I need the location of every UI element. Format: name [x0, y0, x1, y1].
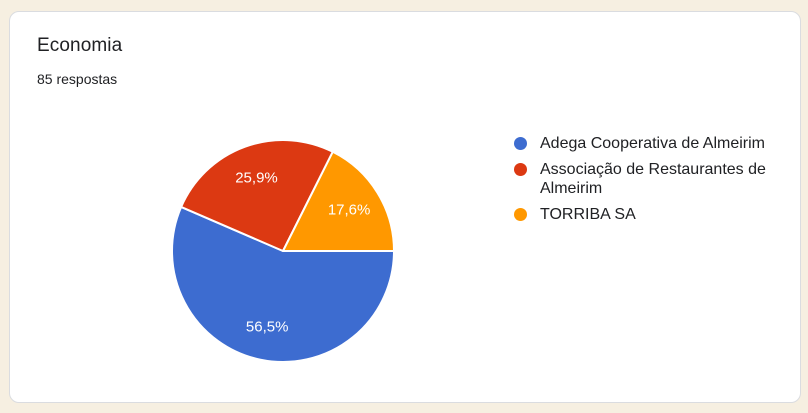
chart-legend: Adega Cooperativa de Almeirim Associação… [514, 134, 780, 231]
pie-slice-1[interactable] [171, 205, 395, 364]
legend-color-dot [514, 208, 527, 221]
pie-slice-percent-label: 17,6% [328, 202, 371, 219]
response-chart-card: Economia 85 respostas 56,5% 25,9% 17,6% Ad… [9, 11, 801, 403]
pie-slice-2[interactable] [180, 138, 334, 252]
legend-color-dot [514, 163, 527, 176]
legend-label: Associação de Restaurantes de Almeirim [540, 161, 766, 197]
pie-chart: 56,5% 25,9% 17,6% [171, 138, 395, 364]
legend-item: TORRIBA SA [514, 205, 780, 224]
legend-color-dot [514, 137, 527, 150]
legend-item: Associação de Restaurantes de Almeirim [514, 160, 780, 198]
pie-slice-3[interactable] [282, 150, 395, 252]
pie-slice-percent-label: 56,5% [246, 319, 289, 336]
legend-label: TORRIBA SA [540, 206, 636, 223]
response-count: 85 respostas [37, 71, 118, 87]
pie-slice-percent-label: 25,9% [235, 170, 278, 187]
legend-label: Adega Cooperativa de Almeirim [540, 135, 766, 152]
legend-item: Adega Cooperativa de Almeirim [514, 134, 780, 153]
chart-title: Economia [37, 35, 123, 56]
